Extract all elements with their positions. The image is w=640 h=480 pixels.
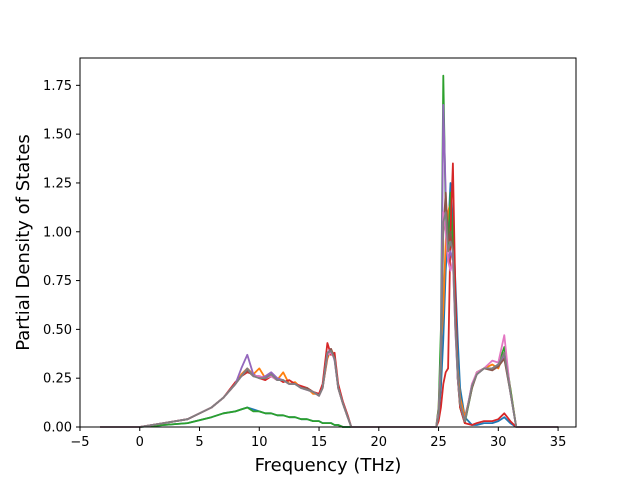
series-line-1 <box>100 182 559 428</box>
series-layer <box>100 74 559 428</box>
x-tick-label: 30 <box>490 435 507 450</box>
y-tick-label: 1.50 <box>43 128 72 143</box>
x-axis-label: Frequency (THz) <box>255 455 402 476</box>
y-tick-label: 1.75 <box>43 79 72 94</box>
y-tick-label: 0.00 <box>43 421 72 436</box>
series-line-7 <box>100 211 559 428</box>
series-line-3 <box>100 74 559 428</box>
series-line-2 <box>100 201 559 428</box>
x-tick-label: 25 <box>430 435 447 450</box>
x-axis-ticks: −5 0 5 10 15 20 25 30 35 <box>70 427 566 450</box>
y-tick-label: 0.50 <box>43 323 72 338</box>
y-tick-label: 0.25 <box>43 372 72 387</box>
series-line-5 <box>100 104 559 428</box>
y-tick-label: 0.75 <box>43 274 72 289</box>
y-tick-label: 1.00 <box>43 225 72 240</box>
series-line-6 <box>100 191 559 428</box>
x-tick-label: 0 <box>136 435 144 450</box>
x-tick-label: 5 <box>195 435 203 450</box>
plot-frame <box>79 57 577 428</box>
y-axis-ticks: 0.00 0.25 0.50 0.75 1.00 1.25 1.50 1.75 <box>43 79 80 436</box>
x-tick-label: 10 <box>251 435 268 450</box>
series-line-8 <box>100 211 559 428</box>
x-tick-label: 20 <box>371 435 388 450</box>
x-tick-label: 35 <box>550 435 567 450</box>
y-tick-label: 1.25 <box>43 176 72 191</box>
y-axis-label: Partial Density of States <box>13 134 34 351</box>
x-tick-label: 15 <box>311 435 328 450</box>
series-line-4 <box>100 162 559 428</box>
x-tick-label: −5 <box>70 435 89 450</box>
